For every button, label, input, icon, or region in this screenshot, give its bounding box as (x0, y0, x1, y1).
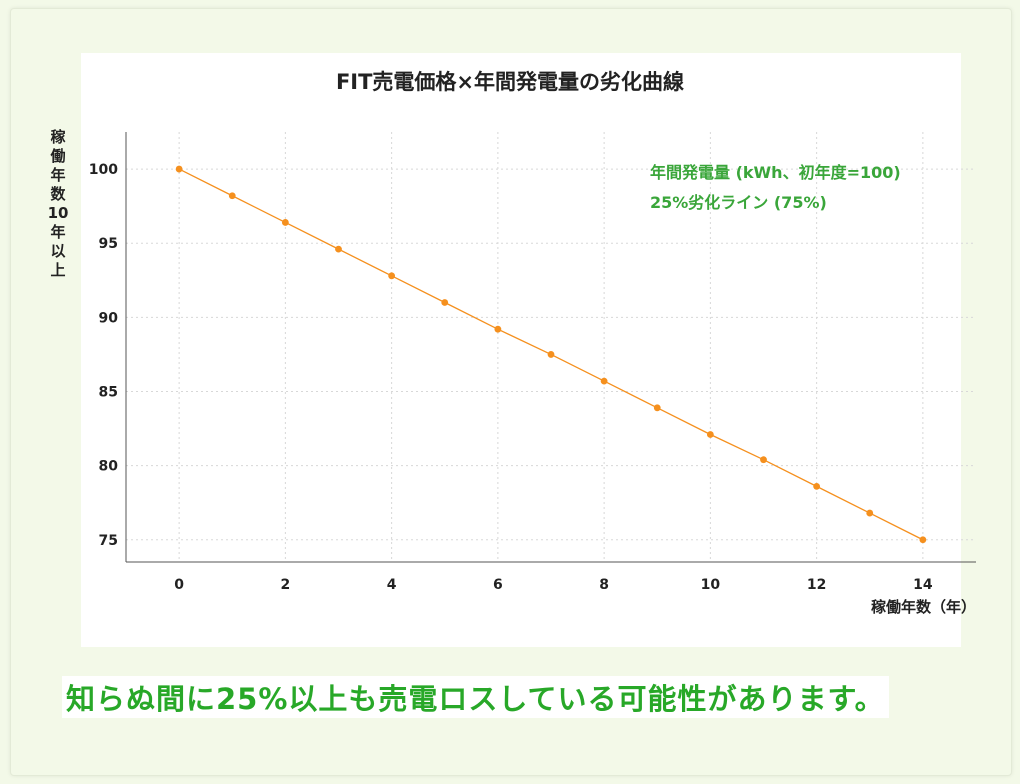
legend: 年間発電量 (kWh、初年度=100) 25%劣化ライン (75%) (650, 158, 901, 218)
x-tick-label: 4 (387, 577, 397, 593)
data-point (653, 404, 661, 412)
data-point (175, 165, 183, 173)
data-point (919, 536, 927, 544)
data-point (494, 325, 502, 333)
x-tick-label: 14 (913, 577, 933, 593)
y-tick-label: 75 (99, 533, 118, 549)
y-tick-label: 100 (89, 162, 118, 178)
x-tick-label: 6 (493, 577, 503, 593)
data-point (281, 219, 289, 226)
data-point (760, 456, 767, 464)
legend-item-series: 年間発電量 (kWh、初年度=100) (650, 163, 901, 182)
data-point (228, 192, 236, 200)
data-point (441, 299, 449, 306)
data-point (866, 509, 874, 517)
data-point (547, 351, 555, 358)
legend-item-reference: 25%劣化ライン (75%) (650, 193, 827, 212)
data-point (600, 377, 608, 385)
y-tick-label: 85 (99, 384, 118, 400)
chart-title: FIT売電価格×年間発電量の劣化曲線 (335, 70, 685, 94)
y-tick-label: 80 (99, 459, 119, 475)
x-tick-label: 12 (807, 577, 826, 593)
data-point (388, 272, 396, 280)
x-tick-label: 0 (174, 577, 184, 593)
chart-panel (81, 53, 961, 647)
footer-message: 知らぬ間に25%以上も売電ロスしている可能性があります。 (62, 676, 889, 718)
y-axis-label: 稼働年数 10 年以上 (47, 128, 69, 279)
y-tick-label: 95 (99, 236, 118, 252)
x-tick-label: 2 (281, 577, 291, 593)
data-point (813, 482, 821, 490)
y-tick-label: 90 (99, 310, 119, 326)
chart-card (10, 8, 1012, 776)
data-point (335, 245, 342, 253)
data-point (706, 431, 714, 438)
x-tick-label: 8 (599, 577, 609, 593)
x-tick-label: 10 (701, 577, 721, 593)
x-axis-label: 稼働年数（年） (870, 598, 976, 616)
